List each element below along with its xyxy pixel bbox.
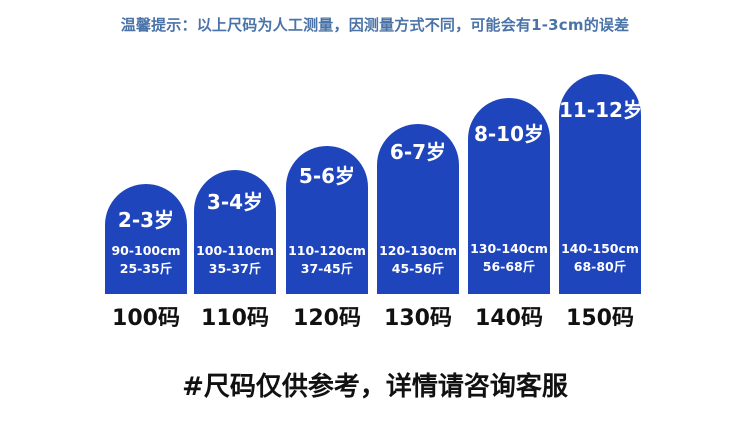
size-notice: 温馨提示：以上尺码为人工测量，因测量方式不同，可能会有1-3cm的误差 (120, 16, 630, 34)
age-range: 2-3岁 (117, 208, 175, 232)
size-label-120: 120码 (293, 306, 361, 331)
size-card-130: 6-7岁 120-130cm 45-56斤 (377, 124, 459, 294)
size-label-140: 140码 (475, 306, 543, 331)
weight-range: 56-68斤 (482, 259, 536, 274)
age-range: 6-7岁 (389, 140, 447, 164)
size-label-130: 130码 (384, 306, 452, 331)
size-specs: 120-130cm 45-56斤 (377, 242, 459, 278)
height-range: 140-150cm (561, 241, 639, 256)
age-range: 11-12岁 (559, 98, 641, 122)
size-specs: 130-140cm 56-68斤 (468, 240, 550, 276)
weight-range: 68-80斤 (573, 259, 627, 274)
size-specs: 140-150cm 68-80斤 (559, 240, 641, 276)
size-specs: 110-120cm 37-45斤 (286, 242, 368, 278)
size-label-150: 150码 (566, 306, 634, 331)
age-range: 5-6岁 (298, 164, 356, 188)
size-card-120: 5-6岁 110-120cm 37-45斤 (286, 146, 368, 294)
weight-range: 37-45斤 (300, 261, 354, 276)
size-specs: 100-110cm 35-37斤 (194, 242, 276, 278)
height-range: 90-100cm (111, 243, 181, 258)
size-specs: 90-100cm 25-35斤 (105, 242, 187, 278)
height-range: 120-130cm (379, 243, 457, 258)
size-card-110: 3-4岁 100-110cm 35-37斤 (194, 170, 276, 294)
weight-range: 25-35斤 (119, 261, 173, 276)
footer-note: #尺码仅供参考，详情请咨询客服 (182, 372, 568, 402)
height-range: 130-140cm (470, 241, 548, 256)
height-range: 110-120cm (288, 243, 366, 258)
weight-range: 35-37斤 (208, 261, 262, 276)
age-range: 8-10岁 (473, 122, 545, 146)
weight-range: 45-56斤 (391, 261, 445, 276)
size-label-100: 100码 (112, 306, 180, 331)
size-card-140: 8-10岁 130-140cm 56-68斤 (468, 98, 550, 294)
age-range: 3-4岁 (206, 190, 264, 214)
size-label-110: 110码 (201, 306, 269, 331)
height-range: 100-110cm (196, 243, 274, 258)
size-card-150: 11-12岁 140-150cm 68-80斤 (559, 74, 641, 294)
size-card-100: 2-3岁 90-100cm 25-35斤 (105, 184, 187, 294)
